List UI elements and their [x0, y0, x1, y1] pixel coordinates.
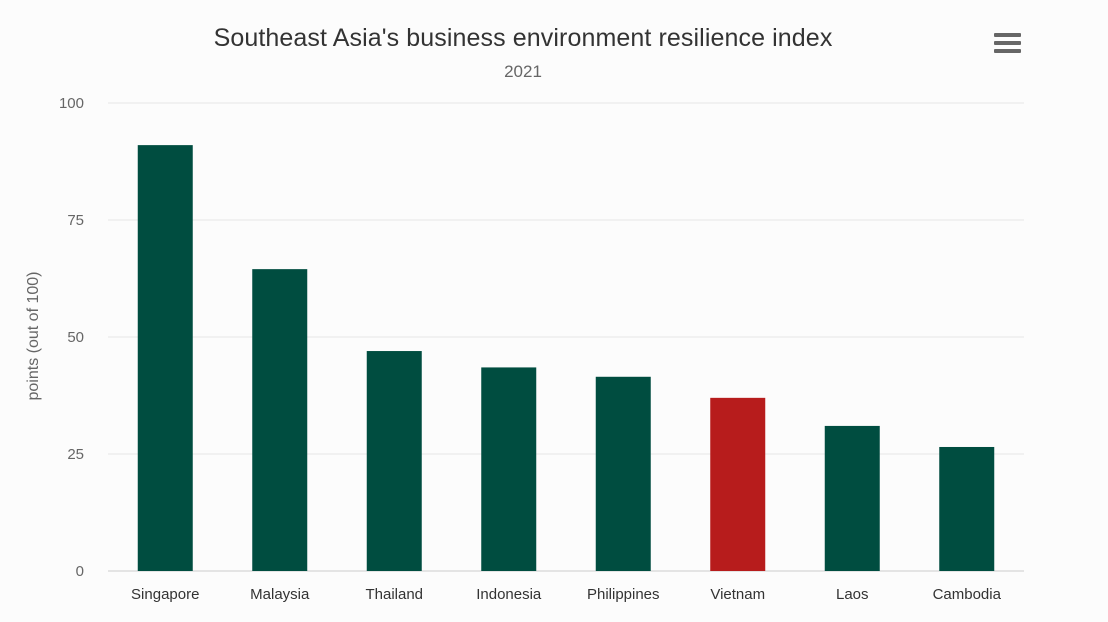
chart-menu-button[interactable] [994, 33, 1022, 55]
x-axis-labels: Singapore Malaysia Thailand Indonesia Philip… [131, 586, 1002, 603]
chart-title: Southeast Asia's business environment re… [213, 24, 833, 52]
y-tick-label: 0 [76, 563, 84, 580]
bar-philippines[interactable] [595, 376, 651, 571]
bar-thailand[interactable] [366, 351, 422, 571]
bar-cambodia[interactable] [939, 446, 995, 571]
y-tick-label: 100 [59, 95, 84, 112]
bar-singapore[interactable] [137, 145, 193, 571]
chart-subtitle: 2021 [504, 62, 542, 81]
bar-vietnam[interactable] [710, 397, 766, 571]
y-axis-ticks: 0 25 50 75 100 [59, 95, 84, 580]
x-category-label: Vietnam [710, 586, 765, 603]
x-category-label: Singapore [131, 586, 199, 603]
x-category-label: Indonesia [476, 586, 542, 603]
bar-malaysia[interactable] [252, 269, 308, 571]
x-category-label: Laos [836, 586, 869, 603]
x-category-label: Malaysia [250, 586, 310, 603]
bar-laos[interactable] [824, 425, 880, 571]
y-tick-label: 25 [67, 446, 84, 463]
x-category-label: Cambodia [933, 586, 1002, 603]
y-tick-label: 50 [67, 329, 84, 346]
x-category-label: Thailand [365, 586, 423, 603]
bar-indonesia[interactable] [481, 367, 537, 571]
bars [137, 145, 995, 571]
y-tick-label: 75 [67, 212, 84, 229]
gridlines [108, 102, 1024, 572]
x-category-label: Philippines [587, 586, 660, 603]
